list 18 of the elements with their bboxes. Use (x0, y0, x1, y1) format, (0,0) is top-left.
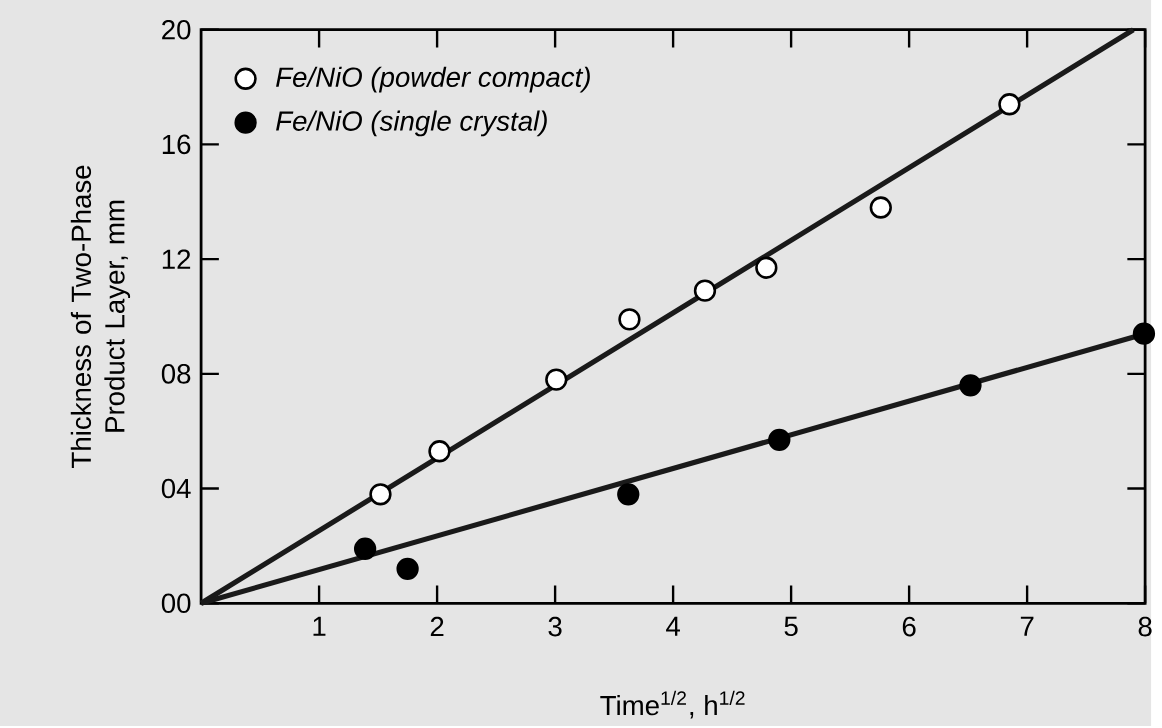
x-tick-label: 2 (430, 616, 444, 637)
y-tick-label: 00 (161, 593, 191, 614)
x-tick-label: 3 (548, 616, 562, 637)
x-tick-label: 6 (902, 616, 916, 637)
x-tick-label: 8 (1138, 616, 1152, 637)
y-tick-label: 20 (162, 20, 191, 40)
legend-label: Fe/NiO (single crystal) (276, 110, 547, 137)
x-tick-label: 5 (784, 616, 798, 637)
y-tick-label: 04 (161, 478, 191, 499)
y-axis-title: Thickness of Two-Phase Product Layer, mm (70, 165, 131, 469)
y-tick-label: 12 (162, 249, 191, 269)
x-tick-label: 4 (666, 616, 680, 636)
y-tick-label: 16 (162, 134, 191, 155)
x-axis-title: Time$^{1/2}$, h$^{1/2}$ (600, 690, 745, 719)
x-tick-label: 1 (313, 616, 326, 636)
y-tick-label: 08 (161, 364, 191, 384)
legend-label: Fe/NiO (powder compact) (276, 66, 590, 93)
x-tick-label: 7 (1020, 616, 1034, 636)
